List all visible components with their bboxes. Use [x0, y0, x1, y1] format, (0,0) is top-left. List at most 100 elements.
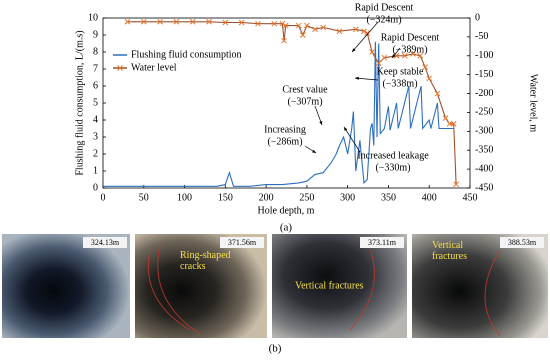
- y2-tick-label: -100: [475, 50, 493, 61]
- marker: [442, 115, 449, 121]
- x-tick-label: 400: [422, 192, 437, 203]
- arrow-head: [352, 48, 356, 52]
- y2-tick-label: -250: [475, 107, 493, 118]
- panel-label: (b): [269, 343, 282, 355]
- x-tick-label: 250: [299, 192, 314, 203]
- y-tick-label: 8: [93, 46, 98, 57]
- marker: [434, 90, 441, 97]
- legend-label: Flushing fluid consumption: [131, 49, 242, 60]
- marker: [295, 22, 302, 29]
- marker: [336, 28, 343, 35]
- photo: [272, 234, 407, 338]
- y-axis-label: Flushing fluid consumption, L/(m.s): [74, 30, 85, 175]
- marker: [238, 19, 245, 26]
- marker: [140, 18, 147, 25]
- y-tick-label: 5: [93, 97, 98, 108]
- y-tick-label: 0: [93, 182, 98, 193]
- x-tick-label: 300: [340, 192, 355, 203]
- photos: 324.13m 371.56m 373.11m 388.53m Ring-sha…: [2, 234, 548, 355]
- annotation: Increasing: [264, 124, 306, 135]
- series-line: [103, 41, 454, 187]
- panel-label: (a): [280, 222, 293, 234]
- marker: [381, 54, 388, 61]
- photo-caption: Ring-shaped cracks: [180, 250, 231, 272]
- photo: [2, 234, 130, 338]
- annotation: (−338m): [382, 78, 417, 89]
- arrow-head: [355, 76, 359, 80]
- marker: [279, 20, 286, 27]
- marker: [124, 18, 131, 25]
- marker: [173, 18, 180, 25]
- photo-depth: 373.11m: [368, 238, 397, 247]
- x-axis-label: Hole depth, m: [258, 205, 315, 216]
- arrow-head: [392, 54, 396, 58]
- y2-axis-label: Water level, m: [528, 74, 539, 133]
- marker: [401, 52, 408, 59]
- y2-tick-label: -150: [475, 69, 493, 80]
- depth-box: [220, 237, 264, 248]
- marker: [222, 19, 229, 26]
- y2-tick-label: -350: [475, 145, 493, 156]
- marker: [312, 26, 318, 33]
- marker: [450, 120, 457, 127]
- marker: [369, 49, 375, 55]
- x-tick-label: 150: [218, 192, 233, 203]
- marker: [255, 20, 261, 27]
- y-tick-label: 9: [93, 29, 98, 40]
- y2-tick-label: -400: [475, 163, 493, 174]
- y-tick-label: 6: [93, 80, 98, 91]
- marker: [446, 120, 453, 127]
- annotation: (−307m): [287, 96, 322, 107]
- annotation-arrow: [354, 77, 379, 81]
- crack-trace: [349, 249, 375, 331]
- photo: [135, 234, 267, 338]
- annotation-arrow: [343, 126, 361, 153]
- photo-depth: 388.53m: [508, 238, 537, 247]
- annotation-arrow: [351, 21, 379, 53]
- y-tick-label: 2: [93, 148, 98, 159]
- photo: [412, 234, 548, 338]
- marker: [426, 75, 433, 82]
- x-tick-label: 50: [139, 192, 149, 203]
- y-tick-label: 1: [93, 165, 98, 176]
- marker: [157, 18, 163, 25]
- marker: [320, 24, 327, 31]
- y-tick-label: 10: [88, 12, 98, 23]
- annotation: Crest value: [282, 84, 328, 95]
- x-tick-label: 0: [101, 192, 106, 203]
- y-tick-label: 4: [93, 114, 98, 125]
- arrow-head: [312, 149, 316, 153]
- annotation: Keep stable: [377, 66, 424, 77]
- annotation: Rapid Descent: [381, 32, 440, 43]
- annotation: (−324m): [366, 14, 401, 25]
- photo-caption-box: Vertical fractures: [432, 240, 467, 262]
- annotation: (−389m): [392, 44, 427, 55]
- photo-depth: 371.56m: [228, 238, 257, 247]
- marker: [361, 28, 367, 35]
- y2-tick-label: -200: [475, 88, 493, 99]
- marker: [352, 26, 359, 33]
- arrow-head: [319, 121, 323, 125]
- marker: [206, 18, 212, 25]
- marker: [417, 52, 424, 59]
- photo-depth: 324.13m: [91, 238, 120, 247]
- annotation: (−330m): [375, 162, 410, 173]
- photo-caption-box: Ring-shaped cracks: [180, 250, 231, 272]
- x-tick-label: 200: [259, 192, 274, 203]
- marker: [422, 64, 428, 70]
- y-tick-label: 3: [93, 131, 98, 142]
- arrow-head: [344, 127, 348, 131]
- x-tick-label: 100: [177, 192, 192, 203]
- marker: [271, 20, 278, 27]
- x-tick-label: 350: [381, 192, 396, 203]
- annotation: (−286m): [267, 136, 302, 147]
- depth-box: [83, 237, 127, 248]
- y2-tick-label: -300: [475, 126, 493, 137]
- marker: [304, 22, 310, 29]
- series-line: [127, 21, 457, 185]
- marker: [410, 51, 416, 57]
- x-tick-label: 450: [463, 192, 478, 203]
- marker: [364, 30, 371, 36]
- photo-caption: Vertical fractures: [432, 240, 467, 262]
